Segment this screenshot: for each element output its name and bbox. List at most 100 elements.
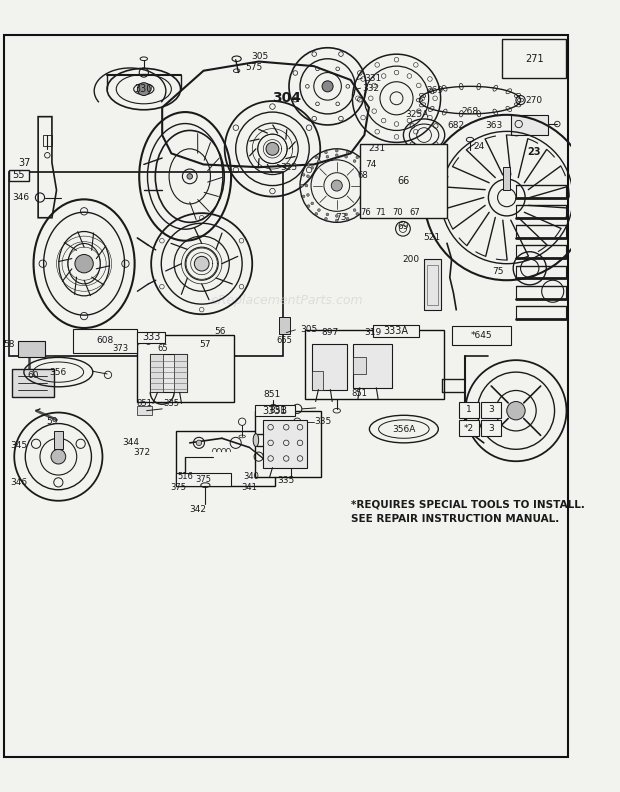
Bar xyxy=(312,344,347,390)
Bar xyxy=(138,332,165,343)
Circle shape xyxy=(311,202,314,205)
Bar xyxy=(373,326,419,337)
Circle shape xyxy=(401,181,410,190)
Text: 851: 851 xyxy=(136,399,152,408)
Text: 305: 305 xyxy=(251,51,268,60)
Text: 345: 345 xyxy=(10,441,27,450)
Bar xyxy=(138,406,152,415)
Text: 3: 3 xyxy=(489,406,494,414)
Circle shape xyxy=(356,156,359,158)
Text: 325A: 325A xyxy=(405,110,428,120)
Text: 65: 65 xyxy=(157,344,167,352)
Text: 897: 897 xyxy=(322,328,339,337)
Circle shape xyxy=(364,193,367,196)
Bar xyxy=(427,265,438,305)
Circle shape xyxy=(306,175,309,177)
Bar xyxy=(502,40,567,78)
Bar xyxy=(512,115,548,135)
Bar xyxy=(54,431,63,449)
Text: 56: 56 xyxy=(215,327,226,336)
Text: 682: 682 xyxy=(447,121,464,131)
Circle shape xyxy=(356,212,359,215)
Circle shape xyxy=(266,143,279,155)
Circle shape xyxy=(51,449,66,464)
Text: 3: 3 xyxy=(489,424,494,432)
Circle shape xyxy=(325,218,327,220)
Circle shape xyxy=(302,195,305,198)
Text: SEE REPAIR INSTRUCTION MANUAL.: SEE REPAIR INSTRUCTION MANUAL. xyxy=(350,514,559,524)
Text: 333: 333 xyxy=(142,332,161,342)
Bar xyxy=(503,167,510,190)
Circle shape xyxy=(187,173,193,179)
Circle shape xyxy=(345,213,348,215)
Text: 356: 356 xyxy=(50,367,67,377)
Text: 851: 851 xyxy=(269,406,286,415)
Text: 73: 73 xyxy=(335,213,347,223)
Text: 71: 71 xyxy=(376,208,386,217)
Circle shape xyxy=(335,154,338,157)
Bar xyxy=(481,420,501,436)
Circle shape xyxy=(326,213,329,215)
Text: 231: 231 xyxy=(368,144,386,154)
Text: 332: 332 xyxy=(363,84,379,93)
Bar xyxy=(150,354,163,392)
Circle shape xyxy=(364,204,366,208)
Text: 851: 851 xyxy=(352,389,368,398)
Circle shape xyxy=(311,166,314,169)
Text: eReplacementParts.com: eReplacementParts.com xyxy=(210,294,363,307)
Bar xyxy=(150,354,187,392)
Text: 325: 325 xyxy=(280,162,297,172)
Circle shape xyxy=(307,164,310,166)
Bar xyxy=(424,259,441,310)
Circle shape xyxy=(335,219,338,222)
Text: 76: 76 xyxy=(360,208,371,217)
Bar xyxy=(451,326,512,345)
Text: 363: 363 xyxy=(485,121,502,131)
Text: 74: 74 xyxy=(365,160,376,169)
Circle shape xyxy=(315,156,317,158)
Text: 655: 655 xyxy=(277,337,293,345)
Circle shape xyxy=(75,254,93,273)
Text: 356A: 356A xyxy=(392,425,415,433)
Circle shape xyxy=(331,180,342,191)
Text: 346: 346 xyxy=(12,193,29,202)
Text: 341: 341 xyxy=(242,483,257,493)
Circle shape xyxy=(301,185,303,187)
Text: 57: 57 xyxy=(200,340,211,349)
Circle shape xyxy=(364,175,367,177)
Text: 60: 60 xyxy=(28,371,39,380)
Circle shape xyxy=(353,209,356,211)
Text: *2: *2 xyxy=(464,424,474,432)
Text: *REQUIRES SPECIAL TOOLS TO INSTALL.: *REQUIRES SPECIAL TOOLS TO INSTALL. xyxy=(350,500,585,509)
Circle shape xyxy=(360,166,363,169)
Text: 55: 55 xyxy=(12,170,25,181)
Text: 66: 66 xyxy=(397,176,410,186)
Text: 70: 70 xyxy=(392,208,403,217)
Bar xyxy=(481,402,501,418)
Bar xyxy=(459,420,479,436)
Text: 200: 200 xyxy=(402,254,420,264)
Circle shape xyxy=(307,204,310,208)
Circle shape xyxy=(346,151,349,154)
Text: 24: 24 xyxy=(474,142,485,150)
Text: 270: 270 xyxy=(525,96,542,105)
Text: 269: 269 xyxy=(427,86,444,96)
Bar xyxy=(255,406,295,417)
Bar xyxy=(304,329,445,398)
Circle shape xyxy=(317,160,321,162)
Circle shape xyxy=(326,155,329,158)
Bar xyxy=(353,357,366,374)
Text: 335: 335 xyxy=(314,417,332,426)
Text: 346: 346 xyxy=(10,478,27,487)
Bar xyxy=(174,354,187,392)
Bar xyxy=(312,371,323,390)
Text: 372: 372 xyxy=(133,447,150,456)
Circle shape xyxy=(138,82,150,96)
Text: 851: 851 xyxy=(264,390,280,398)
Bar xyxy=(43,135,52,146)
Text: *645: *645 xyxy=(471,331,492,340)
Bar xyxy=(18,341,45,357)
Circle shape xyxy=(369,195,371,198)
Text: 68: 68 xyxy=(357,171,368,180)
Bar xyxy=(353,344,392,388)
